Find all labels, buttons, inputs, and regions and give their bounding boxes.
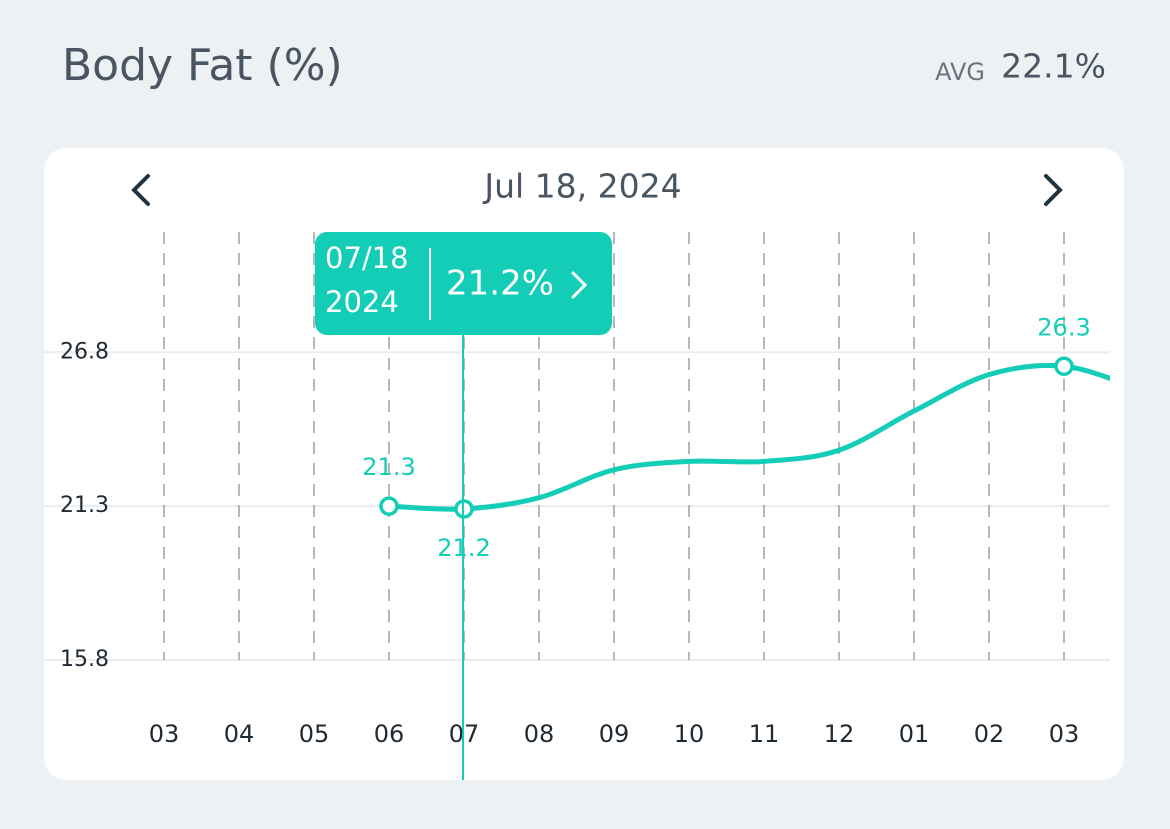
next-button[interactable]: [1044, 174, 1063, 206]
tooltip-year: 2024: [325, 285, 399, 319]
x-tick-label: 10: [674, 720, 705, 748]
x-tick-label: 12: [824, 720, 855, 748]
data-point: [379, 496, 399, 516]
x-tick-label: 03: [1049, 720, 1080, 748]
x-tick-label: 05: [299, 720, 330, 748]
data-label: 21.3: [362, 453, 415, 481]
x-tick-label: 09: [599, 720, 630, 748]
y-tick-label: 21.3: [60, 493, 109, 518]
y-tick-label: 15.8: [60, 647, 109, 672]
tooltip-value: 21.2%: [446, 264, 554, 304]
tooltip-date: 07/18: [325, 241, 409, 275]
tooltip[interactable]: [315, 232, 612, 335]
x-tick-label: 02: [974, 720, 1005, 748]
series-line: [386, 363, 1110, 512]
y-tick-label: 26.8: [60, 339, 109, 364]
avg-value: 22.1%: [1001, 47, 1106, 86]
data-label: 26.3: [1037, 313, 1090, 341]
x-tick-label: 04: [224, 720, 255, 748]
x-tick-label: 03: [149, 720, 180, 748]
prev-button[interactable]: [131, 174, 150, 206]
x-tick-label: 06: [374, 720, 405, 748]
tooltip-chevron: [571, 271, 588, 299]
data-point: [1054, 356, 1074, 377]
title: Body Fat (%): [62, 40, 343, 91]
x-tick-label: 01: [899, 720, 930, 748]
x-tick-label: 11: [749, 720, 780, 748]
avg-label: AVG: [935, 58, 985, 86]
date-label: Jul 18, 2024: [482, 167, 681, 206]
x-tick-label: 08: [524, 720, 555, 748]
